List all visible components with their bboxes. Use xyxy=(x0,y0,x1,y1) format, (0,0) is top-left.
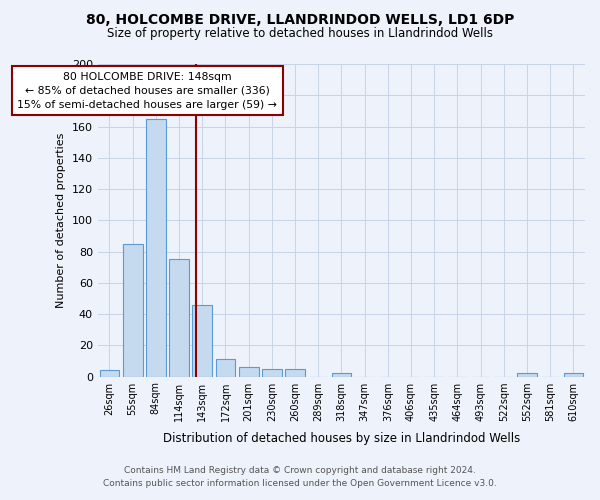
Text: Size of property relative to detached houses in Llandrindod Wells: Size of property relative to detached ho… xyxy=(107,28,493,40)
Bar xyxy=(563,374,583,376)
Text: 80, HOLCOMBE DRIVE, LLANDRINDOD WELLS, LD1 6DP: 80, HOLCOMBE DRIVE, LLANDRINDOD WELLS, L… xyxy=(86,12,514,26)
Bar xyxy=(285,368,305,376)
Bar xyxy=(100,370,119,376)
Bar xyxy=(239,367,259,376)
Bar xyxy=(215,360,235,376)
Bar xyxy=(332,374,352,376)
X-axis label: Distribution of detached houses by size in Llandrindod Wells: Distribution of detached houses by size … xyxy=(163,432,520,445)
Text: Contains HM Land Registry data © Crown copyright and database right 2024.
Contai: Contains HM Land Registry data © Crown c… xyxy=(103,466,497,487)
Bar xyxy=(169,260,189,376)
Bar xyxy=(146,118,166,376)
Y-axis label: Number of detached properties: Number of detached properties xyxy=(56,132,67,308)
Bar xyxy=(517,374,537,376)
Bar xyxy=(262,368,282,376)
Bar xyxy=(123,244,143,376)
Bar xyxy=(193,304,212,376)
Text: 80 HOLCOMBE DRIVE: 148sqm
← 85% of detached houses are smaller (336)
15% of semi: 80 HOLCOMBE DRIVE: 148sqm ← 85% of detac… xyxy=(17,72,277,110)
